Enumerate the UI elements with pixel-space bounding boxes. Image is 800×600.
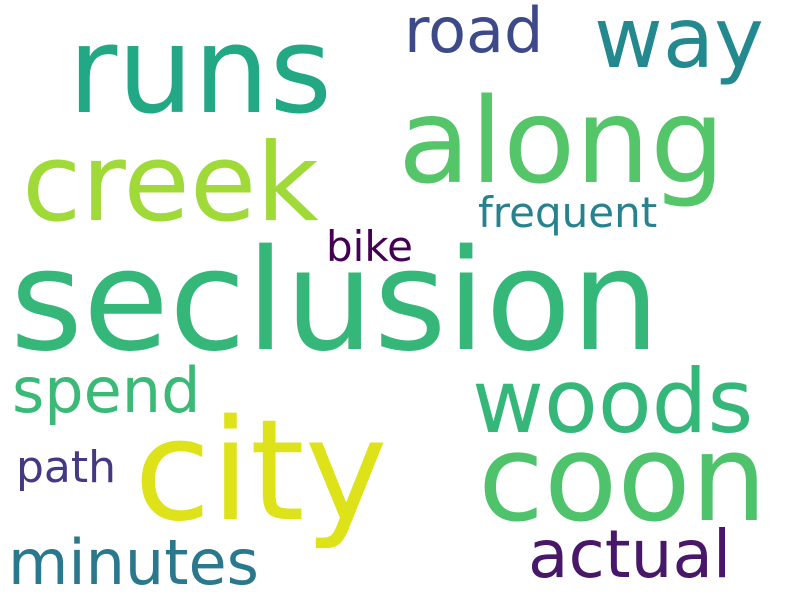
word-runs: runs [68,2,332,141]
word-way: way [594,0,764,87]
word-bike: bike [326,222,413,271]
word-spend: spend [12,354,201,427]
word-actual: actual [528,516,732,593]
word-seclusion: seclusion [10,220,660,383]
word-road: road [404,0,544,67]
word-coon: coon [478,410,767,549]
word-path: path [16,442,117,493]
word-city: city [134,390,388,553]
word-minutes: minutes [8,526,259,599]
word-along: along [398,72,725,210]
word-creek: creek [22,121,319,246]
word-woods: woods [472,350,754,453]
word-frequent: frequent [478,188,658,237]
